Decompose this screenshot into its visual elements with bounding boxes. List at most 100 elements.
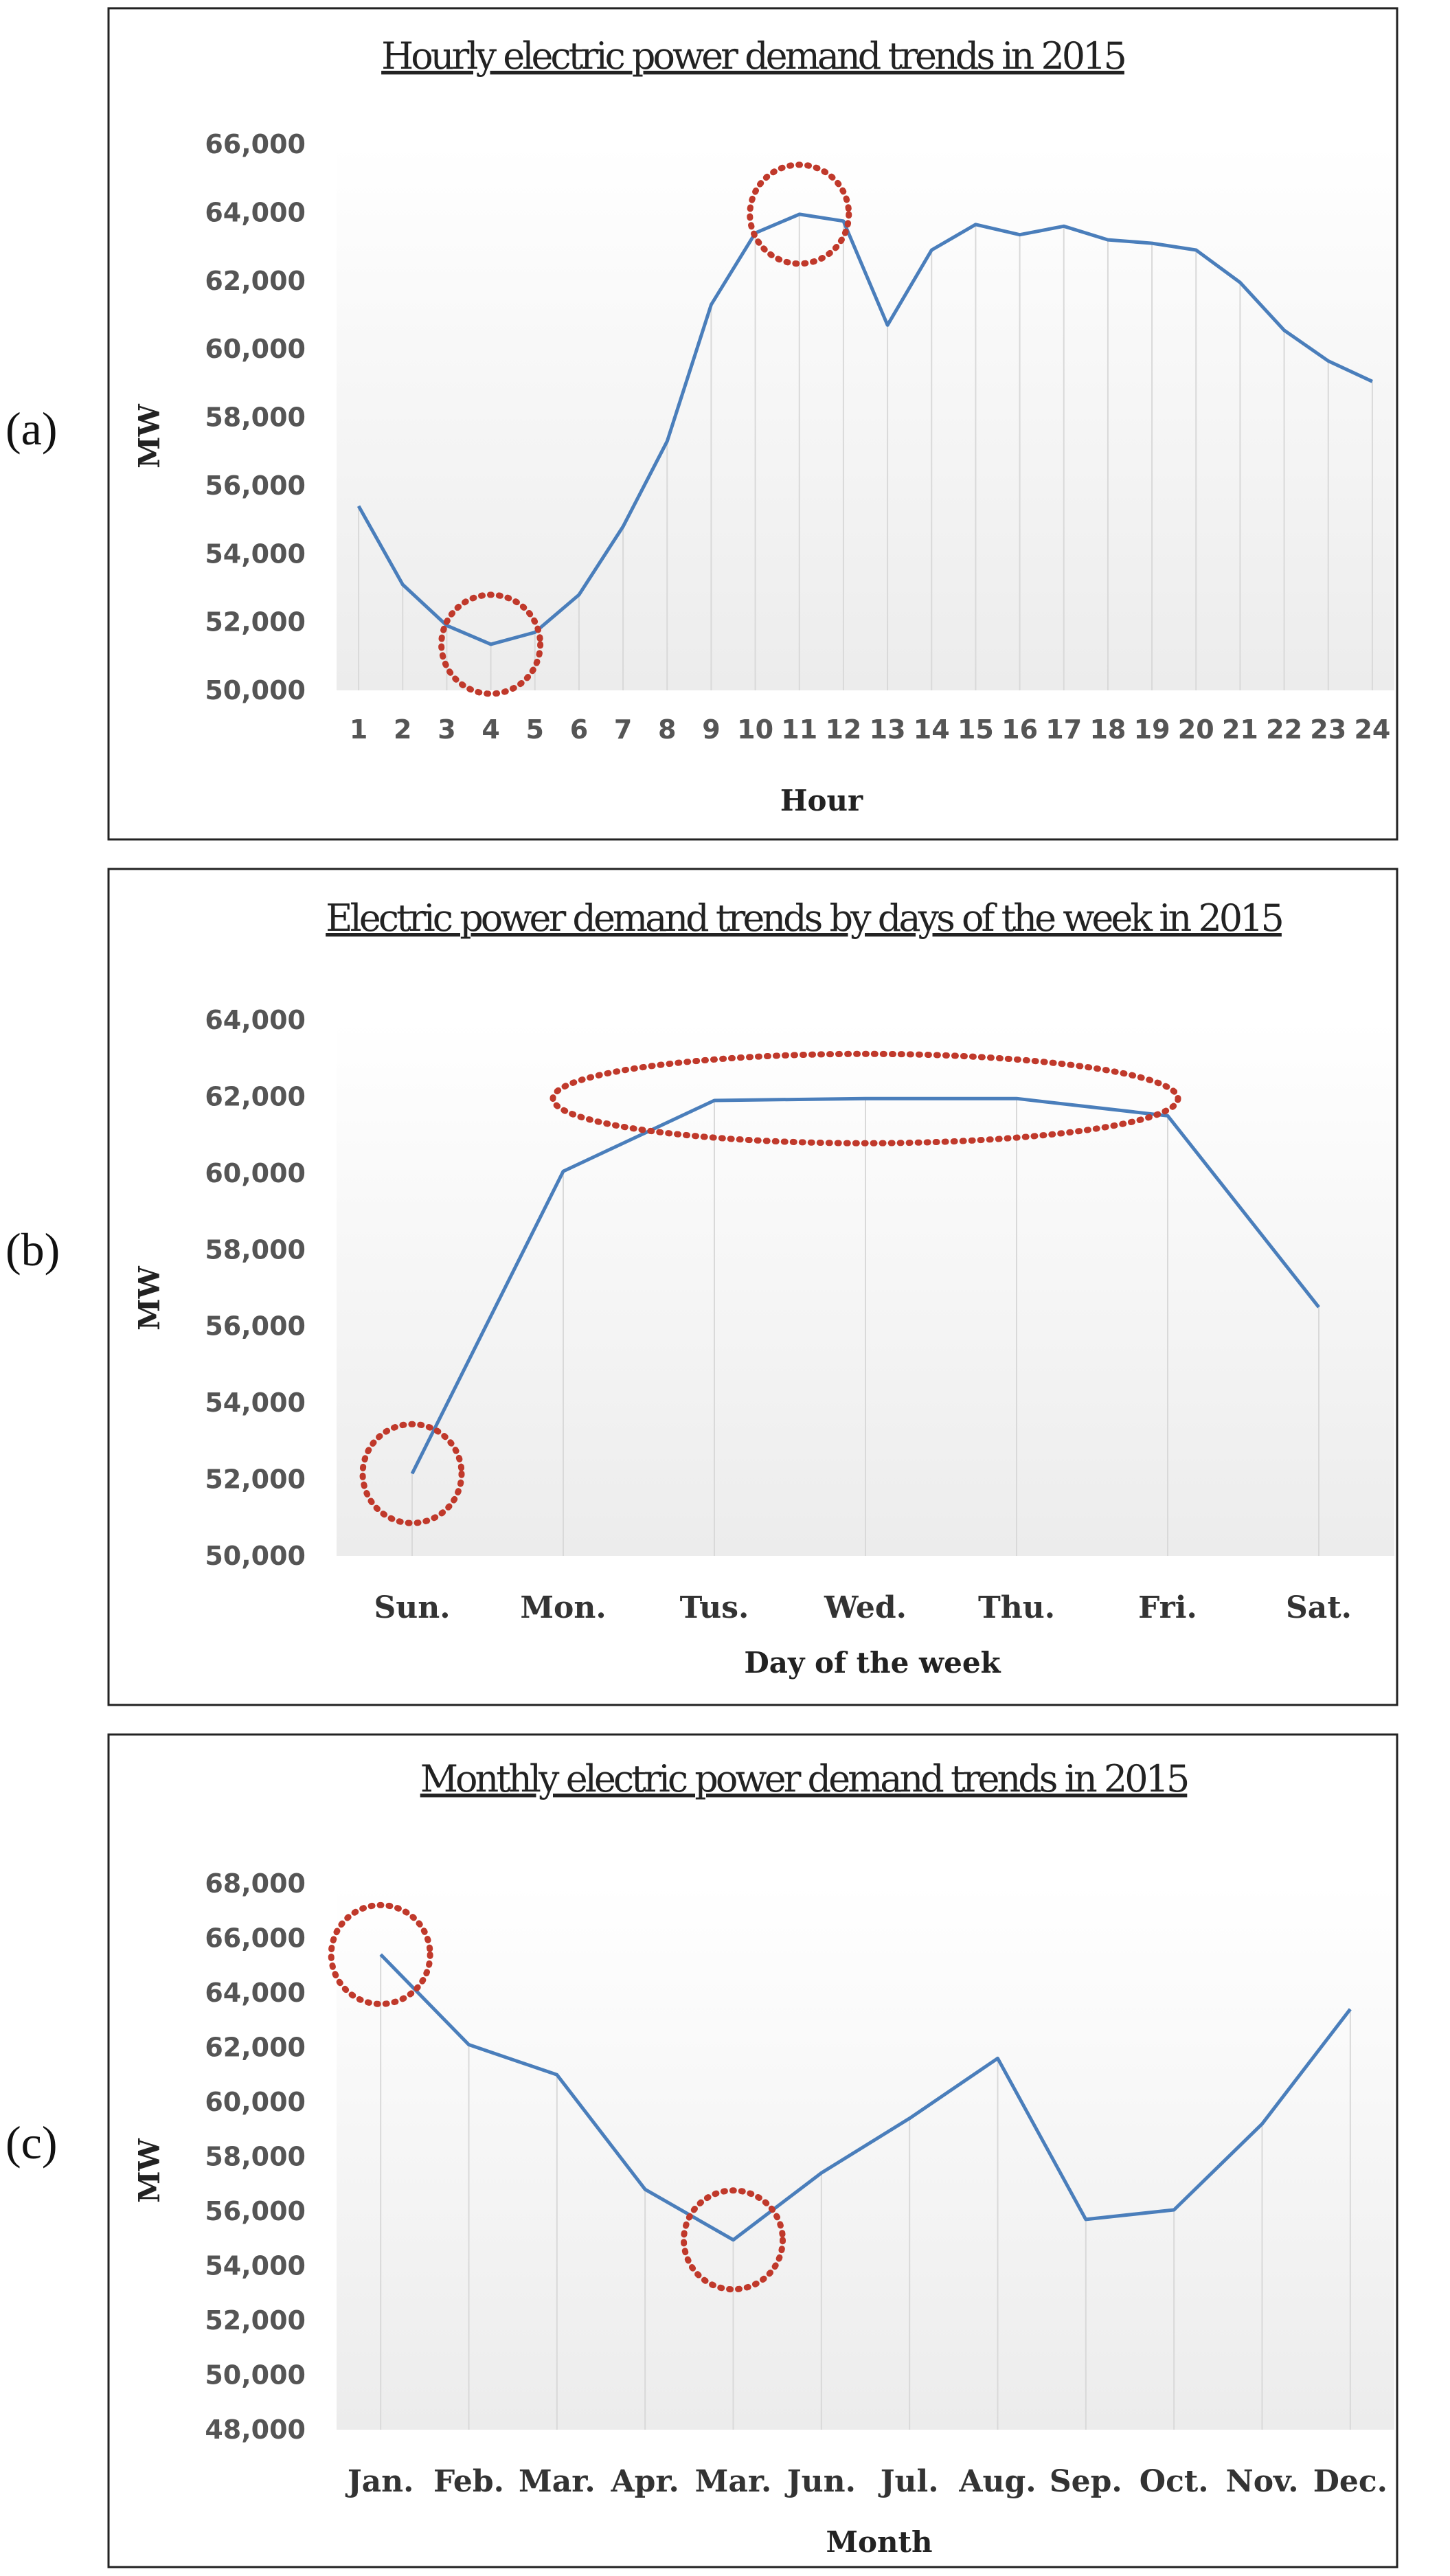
- x-tick-label: Apr.: [610, 2464, 679, 2499]
- y-axis-label: MW: [133, 403, 166, 468]
- y-tick-label: 60,000: [205, 334, 306, 364]
- highlight-circle: [438, 591, 544, 697]
- x-tick-label: Wed.: [824, 1590, 907, 1625]
- highlight-circle: [328, 1901, 433, 2007]
- y-tick-label: 48,000: [205, 2415, 306, 2445]
- y-tick-label: 56,000: [205, 1311, 306, 1342]
- y-tick-label: 62,000: [205, 2033, 306, 2063]
- series-line: [410, 1096, 1320, 1475]
- y-tick-label: 64,000: [205, 197, 306, 227]
- chart-title: Hourly electric power demand trends in 2…: [381, 34, 1124, 78]
- x-tick-label: Jul.: [878, 2464, 939, 2499]
- panel-label-c: (c): [5, 2116, 58, 2169]
- x-tick-label: 16: [1001, 714, 1038, 745]
- x-tick-label: 12: [825, 714, 861, 745]
- plot-background: [337, 1884, 1394, 2430]
- y-axis-label: MW: [133, 1265, 166, 1330]
- chart-frame: [107, 7, 1398, 841]
- x-tick-label: Sun.: [374, 1590, 450, 1625]
- series-line: [356, 212, 1373, 646]
- y-tick-label: 60,000: [205, 2087, 306, 2117]
- y-tick-label: 58,000: [205, 1234, 306, 1265]
- panel-label-a: (a): [5, 403, 58, 455]
- y-tick-label: 60,000: [205, 1158, 306, 1188]
- x-tick-label: 8: [658, 714, 676, 745]
- x-tick-label: 18: [1089, 714, 1126, 745]
- chart-frame: [107, 1733, 1398, 2568]
- x-tick-label: 4: [482, 714, 499, 745]
- plot-area: 50,000 52,000 54,000 56,000 58,000 60,000 62,0…: [205, 129, 1394, 745]
- y-tick-label: 54,000: [205, 1388, 306, 1418]
- y-tick-label: 50,000: [205, 675, 306, 705]
- y-tick-label: 66,000: [205, 1923, 306, 1954]
- plot-area: 50,000 52,000 54,000 56,000 58,000 60,000 62,0…: [205, 1005, 1394, 1625]
- y-tick-label: 56,000: [205, 471, 306, 501]
- x-tick-label: Oct.: [1140, 2464, 1209, 2499]
- chart-weekday: Electric power demand trends by days of …: [107, 868, 1398, 1706]
- x-tick-label: Aug.: [958, 2464, 1036, 2499]
- x-axis-label: Month: [826, 2525, 933, 2559]
- highlight-circle: [747, 161, 852, 267]
- y-tick-label: 52,000: [205, 1465, 306, 1495]
- x-tick-label: 11: [781, 714, 817, 745]
- x-tick-label: Dec.: [1313, 2464, 1387, 2499]
- x-tick-label: Sep.: [1050, 2464, 1122, 2499]
- chart-frame: [107, 868, 1398, 1706]
- y-tick-label: 62,000: [205, 266, 306, 296]
- y-tick-label: 52,000: [205, 607, 306, 637]
- x-axis-label: Day of the week: [744, 1646, 1001, 1680]
- y-tick-label: 64,000: [205, 1005, 306, 1035]
- x-tick-label: Mar.: [519, 2464, 596, 2499]
- x-axis-label: Hour: [780, 784, 863, 817]
- y-tick-label: 64,000: [205, 1978, 306, 2008]
- y-tick-label: 52,000: [205, 2305, 306, 2336]
- y-tick-label: 58,000: [205, 403, 306, 433]
- y-tick-label: 50,000: [205, 2360, 306, 2391]
- chart-title: Monthly electric power demand trends in …: [420, 1757, 1188, 1800]
- y-tick-label: 56,000: [205, 2196, 306, 2226]
- highlight-circle: [359, 1421, 465, 1526]
- y-tick-label: 54,000: [205, 539, 306, 569]
- x-tick-label: 14: [914, 714, 950, 745]
- x-tick-label: Thu.: [978, 1590, 1055, 1625]
- x-tick-label: 6: [570, 714, 588, 745]
- x-tick-label: 23: [1310, 714, 1346, 745]
- y-tick-label: 54,000: [205, 2251, 306, 2281]
- x-tick-label: 15: [958, 714, 994, 745]
- highlight-circle: [681, 2187, 786, 2293]
- x-tick-label: 22: [1266, 714, 1302, 745]
- x-tick-label: 1: [350, 714, 367, 745]
- panel-label-b: (b): [5, 1223, 60, 1276]
- x-tick-label: Mar.: [695, 2464, 772, 2499]
- series-line: [379, 1953, 1352, 2242]
- y-tick-label: 68,000: [205, 1868, 306, 1899]
- x-tick-label: 21: [1222, 714, 1258, 745]
- x-tick-label: 13: [870, 714, 906, 745]
- plot-area: 48,000 50,000 52,000 54,000 56,000 58,000 60,0…: [205, 1868, 1394, 2499]
- chart-hourly: Hourly electric power demand trends in 2…: [107, 7, 1398, 841]
- x-tick-label: 7: [614, 714, 632, 745]
- x-tick-label: Jan.: [345, 2464, 414, 2499]
- x-tick-label: 3: [438, 714, 455, 745]
- x-tick-label: 10: [737, 714, 773, 745]
- plot-background: [337, 144, 1394, 690]
- x-tick-label: Sat.: [1286, 1590, 1352, 1625]
- x-tick-label: Tus.: [680, 1590, 749, 1625]
- x-tick-label: 24: [1354, 714, 1390, 745]
- y-axis-label: MW: [133, 2138, 166, 2202]
- x-tick-label: Fri.: [1138, 1590, 1197, 1625]
- y-tick-label: 66,000: [205, 129, 306, 159]
- x-tick-label: Jun.: [784, 2464, 856, 2499]
- chart-monthly: Monthly electric power demand trends in …: [107, 1733, 1398, 2568]
- highlight-ellipse: [550, 1050, 1181, 1146]
- x-tick-label: 9: [702, 714, 720, 745]
- x-tick-label: Mon.: [520, 1590, 606, 1625]
- x-tick-label: Nov.: [1225, 2464, 1298, 2499]
- x-tick-label: Feb.: [433, 2464, 504, 2499]
- x-tick-label: 17: [1045, 714, 1082, 745]
- chart-title: Electric power demand trends by days of …: [326, 896, 1282, 940]
- x-tick-label: 19: [1134, 714, 1170, 745]
- y-tick-label: 50,000: [205, 1541, 306, 1571]
- x-tick-label: 5: [526, 714, 544, 745]
